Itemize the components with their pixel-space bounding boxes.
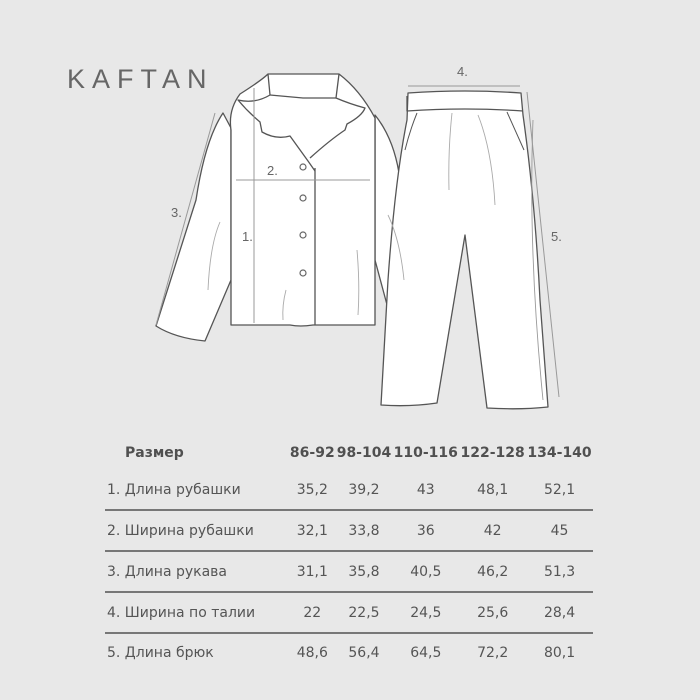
- cell: 35,8: [335, 551, 393, 593]
- cell: 28,4: [526, 592, 593, 634]
- cell: 22: [289, 592, 336, 634]
- garment-illustration: [155, 73, 560, 410]
- cell: 48,1: [459, 470, 527, 511]
- size-table: Размер 86-92 98-104 110-116 122-128 134-…: [105, 436, 593, 671]
- header-col: 86-92: [289, 445, 335, 461]
- cell: 51,3: [526, 551, 593, 593]
- row-label: 1. Длина рубашки: [105, 470, 289, 511]
- row-label: 4. Ширина по талии: [105, 592, 289, 634]
- cell: 42: [459, 510, 527, 552]
- header-col: 122-128: [460, 445, 525, 461]
- cell: 25,6: [459, 592, 527, 634]
- cell: 33,8: [335, 510, 393, 552]
- cell: 64,5: [410, 644, 442, 661]
- header-col: 110-116: [393, 445, 458, 461]
- cell: 72,2: [477, 644, 509, 661]
- label-2: 2.: [267, 163, 278, 178]
- cell: 39,2: [335, 470, 393, 511]
- measure-5-line: [526, 91, 560, 398]
- header-size: Размер: [125, 445, 184, 461]
- cell: 31,1: [289, 551, 336, 593]
- brand-logo: KAFTAN: [67, 64, 214, 94]
- cell: 48,6: [296, 644, 328, 661]
- label-1: 1.: [242, 229, 253, 244]
- header-col: 134-140: [527, 445, 592, 461]
- cell: 36: [392, 510, 460, 552]
- pants: [380, 90, 549, 410]
- table-header: Размер 86-92 98-104 110-116 122-128 134-…: [105, 436, 593, 470]
- table-row: 1. Длина рубашки 35,2 39,2 43 48,1 52,1: [105, 470, 593, 511]
- table-row: 4. Ширина по талии 22 22,5 24,5 25,6 28,…: [105, 592, 593, 634]
- table-row: 2. Ширина рубашки 32,1 33,8 36 42 45: [105, 510, 593, 552]
- label-3: 3.: [171, 205, 182, 220]
- cell: 52,1: [526, 470, 593, 511]
- cell: 24,5: [392, 592, 460, 634]
- table-row: 5. Длина брюк 48,6 56,4 64,5 72,2 80,1: [105, 633, 593, 671]
- header-col: 98-104: [336, 445, 392, 461]
- cell: 35,2: [289, 470, 336, 511]
- shirt-body: [229, 73, 376, 327]
- cell: 32,1: [289, 510, 336, 552]
- row-label: 2. Ширина рубашки: [105, 510, 289, 552]
- label-4: 4.: [457, 64, 468, 79]
- shirt-left-sleeve: [155, 112, 232, 342]
- cell: 80,1: [543, 644, 576, 661]
- cell: 46,2: [459, 551, 527, 593]
- table-row: 3. Длина рукава 31,1 35,8 40,5 46,2 51,3: [105, 551, 593, 593]
- cell: 45: [526, 510, 593, 552]
- cell: 43: [392, 470, 460, 511]
- row-label: 5. Длина брюк: [107, 644, 214, 661]
- cell: 40,5: [392, 551, 460, 593]
- shirt-collar: [237, 73, 316, 172]
- cell: 22,5: [335, 592, 393, 634]
- cell: 56,4: [348, 644, 380, 661]
- label-5: 5.: [551, 229, 562, 244]
- row-label: 3. Длина рукава: [105, 551, 289, 593]
- measure-3-line: [155, 112, 216, 326]
